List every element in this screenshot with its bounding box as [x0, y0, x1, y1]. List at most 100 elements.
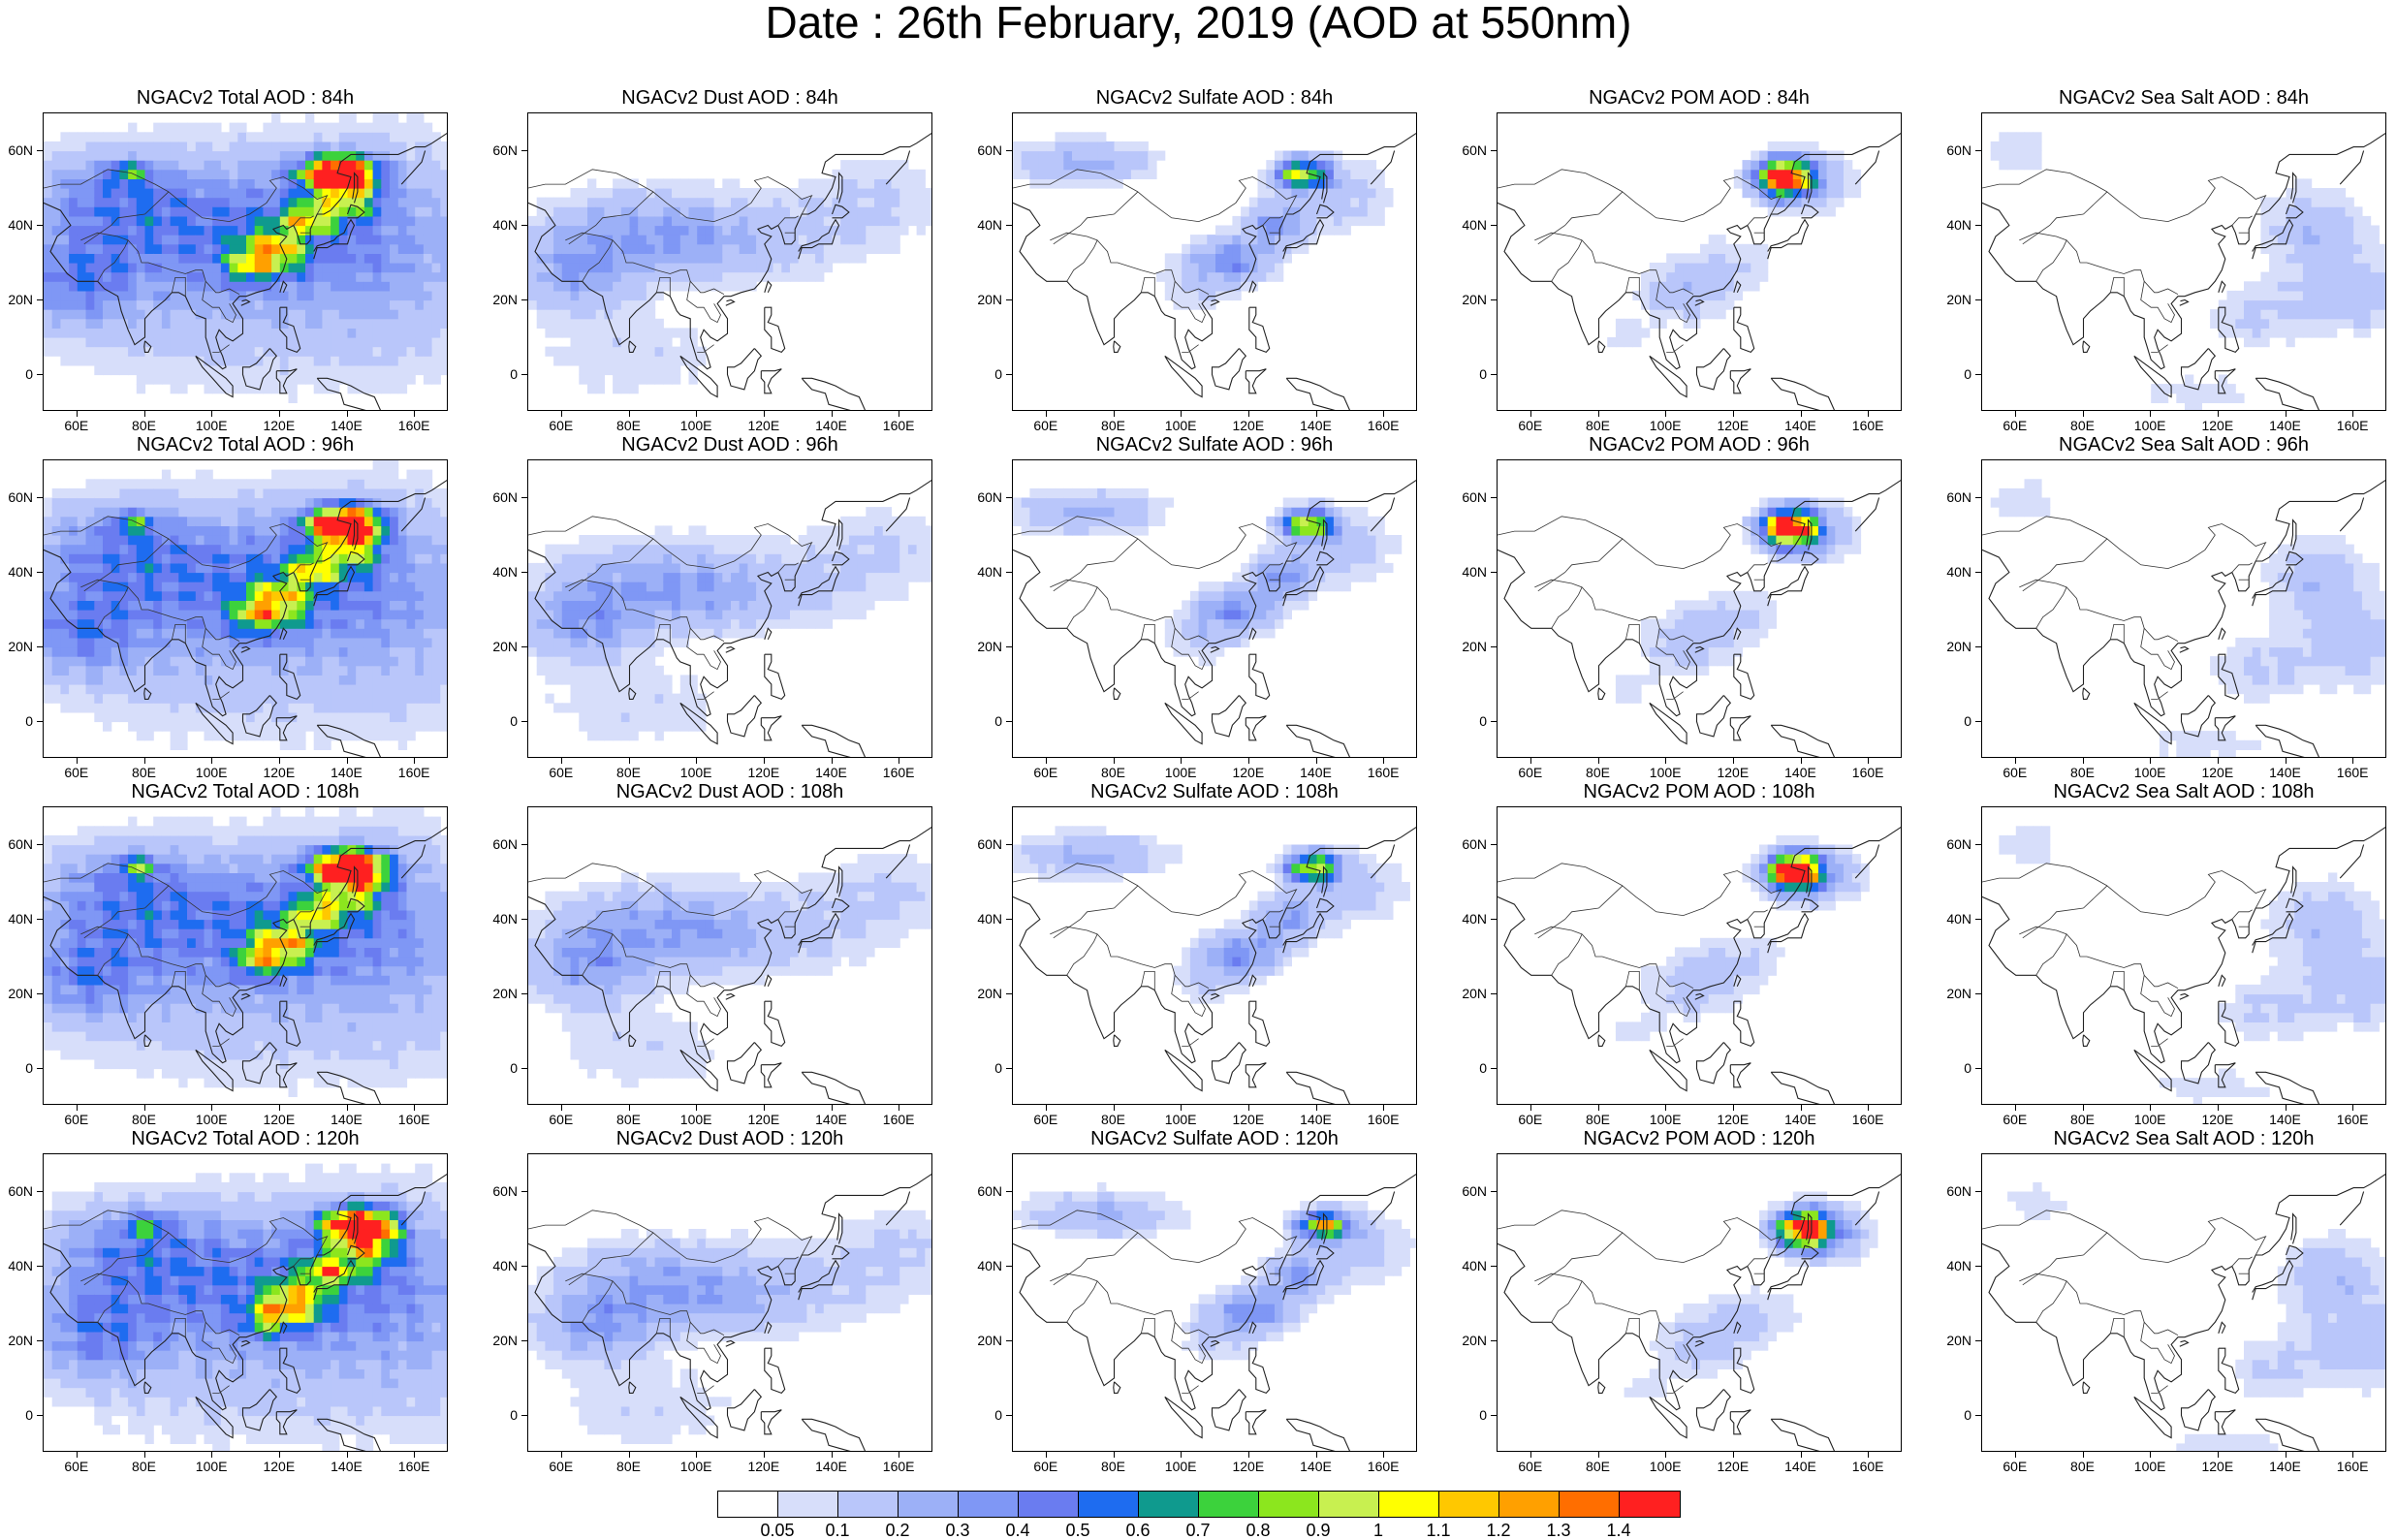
aod-grid-cell: [128, 198, 137, 207]
aod-grid-cell: [162, 328, 171, 337]
aod-grid-cell: [137, 581, 145, 591]
aod-grid-cell: [415, 535, 424, 545]
aod-grid-cell: [331, 628, 339, 638]
aod-grid-cell: [237, 498, 246, 508]
aod-grid-cell: [740, 600, 748, 610]
aod-grid-cell: [398, 479, 407, 488]
aod-grid-cell: [2346, 300, 2354, 310]
aod-grid-cell: [153, 507, 162, 517]
aod-grid-cell: [271, 384, 280, 393]
aod-grid-cell: [237, 206, 246, 216]
aod-grid-cell: [874, 244, 883, 254]
aod-grid-cell: [381, 517, 390, 526]
aod-grid-cell: [69, 488, 78, 498]
aod-grid-cell: [722, 198, 731, 207]
aod-grid-cell: [1215, 244, 1224, 254]
aod-grid-cell: [740, 628, 748, 638]
aod-grid-cell: [263, 684, 271, 694]
aod-grid-cell: [119, 291, 128, 300]
aod-grid-cell: [740, 619, 748, 629]
aod-grid-cell: [44, 291, 52, 300]
aod-grid-cell: [263, 545, 271, 554]
aod-grid-cell: [171, 722, 179, 732]
aod-grid-cell: [706, 188, 714, 198]
aod-grid-cell: [297, 647, 305, 657]
aod-grid-cell: [424, 347, 432, 357]
aod-grid-cell: [44, 647, 52, 657]
aod-grid-cell: [2379, 272, 2386, 282]
aod-grid-cell: [60, 517, 69, 526]
aod-grid-cell: [1607, 337, 1616, 347]
aod-grid-cell: [356, 356, 364, 365]
aod-grid-cell: [331, 272, 339, 282]
aod-grid-cell: [833, 253, 841, 263]
aod-grid-cell: [562, 545, 571, 554]
aod-grid-cell: [314, 703, 323, 712]
aod-grid-cell: [52, 300, 61, 310]
aod-grid-cell: [407, 470, 416, 480]
aod-grid-cell: [271, 198, 280, 207]
aod-grid-cell: [331, 656, 339, 666]
aod-grid-cell: [196, 253, 205, 263]
aod-grid-cell: [537, 319, 546, 329]
aod-grid-cell: [663, 253, 672, 263]
aod-grid-cell: [731, 226, 740, 236]
aod-grid-cell: [237, 694, 246, 704]
aod-grid-cell: [289, 206, 298, 216]
aod-grid-cell: [1258, 216, 1267, 226]
aod-grid-cell: [60, 328, 69, 337]
aod-grid-cell: [221, 488, 230, 498]
aod-grid-cell: [1802, 141, 1811, 151]
aod-grid-cell: [1717, 235, 1725, 244]
aod-grid-cell: [613, 694, 621, 704]
aod-grid-cell: [60, 178, 69, 188]
aod-grid-cell: [221, 581, 230, 591]
aod-grid-cell: [339, 656, 348, 666]
aod-grid-cell: [424, 656, 432, 666]
aod-grid-cell: [289, 666, 298, 676]
aod-grid-cell: [331, 666, 339, 676]
aod-grid-cell: [289, 740, 298, 750]
aod-grid-cell: [373, 356, 382, 365]
aod-grid-cell: [196, 545, 205, 554]
aod-grid-cell: [305, 610, 314, 619]
aod-grid-cell: [128, 535, 137, 545]
aod-grid-cell: [196, 535, 205, 545]
aod-grid-cell: [587, 235, 596, 244]
aod-grid-cell: [128, 488, 137, 498]
aod-grid-cell: [697, 216, 706, 226]
aod-grid-cell: [1072, 141, 1081, 151]
aod-grid-cell: [537, 638, 546, 647]
aod-grid-cell: [2362, 319, 2371, 329]
aod-grid-cell: [52, 328, 61, 337]
aod-grid-cell: [398, 740, 407, 750]
aod-grid-cell: [706, 226, 714, 236]
lon-tick: [1383, 411, 1384, 417]
aod-grid-cell: [237, 684, 246, 694]
aod-grid-cell: [271, 610, 280, 619]
lat-tick: [1975, 150, 1981, 151]
aod-grid-cell: [908, 216, 917, 226]
aod-grid-cell: [604, 291, 613, 300]
aod-grid-cell: [545, 581, 553, 591]
aod-grid-cell: [630, 365, 639, 375]
aod-grid-cell: [187, 647, 196, 657]
aod-grid-cell: [373, 291, 382, 300]
aod-map-svg: [1498, 113, 1902, 411]
aod-grid-cell: [647, 235, 655, 244]
aod-grid-cell: [69, 628, 78, 638]
aod-grid-cell: [237, 488, 246, 498]
aod-grid-cell: [171, 123, 179, 133]
aod-grid-cell: [672, 188, 680, 198]
aod-grid-cell: [196, 337, 205, 347]
aod-grid-cell: [331, 675, 339, 684]
aod-grid-cell: [44, 573, 52, 582]
aod-grid-cell: [145, 281, 154, 291]
aod-grid-cell: [647, 581, 655, 591]
aod-grid-cell: [280, 479, 289, 488]
aod-grid-cell: [2303, 188, 2312, 198]
aod-grid-cell: [432, 507, 441, 517]
aod-grid-cell: [2007, 141, 2016, 151]
aod-grid-cell: [178, 309, 187, 319]
aod-grid-cell: [799, 272, 807, 282]
